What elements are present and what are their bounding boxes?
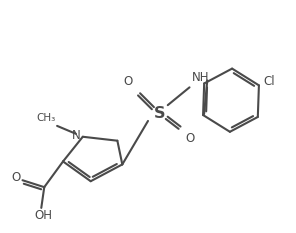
Text: Cl: Cl — [263, 75, 275, 88]
Text: CH₃: CH₃ — [37, 113, 56, 123]
Text: N: N — [72, 129, 80, 142]
Text: O: O — [11, 171, 20, 184]
Text: NH: NH — [192, 71, 209, 84]
Text: S: S — [154, 106, 165, 120]
Text: O: O — [124, 75, 133, 88]
Text: OH: OH — [34, 209, 52, 222]
Text: O: O — [186, 132, 195, 145]
